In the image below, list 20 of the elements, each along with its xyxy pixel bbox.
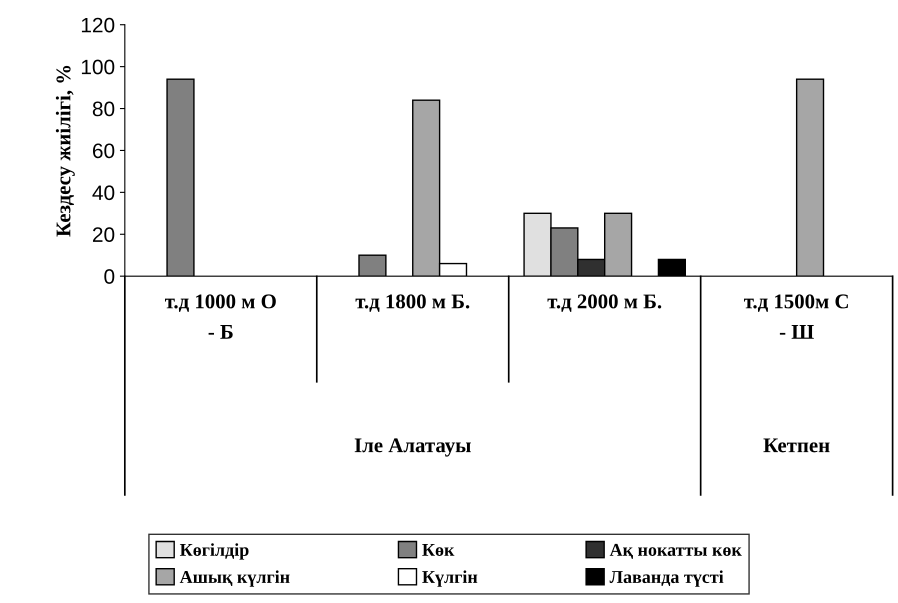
x-tick-label: т.д 2000 м Б. (548, 294, 662, 312)
x-tick-label: т.д 1500м С - Ш (744, 294, 848, 339)
text: Кетпен (763, 438, 830, 452)
x-tick-label: т.д 1000 м О - Б (164, 294, 276, 339)
y-axis-title: Кездесу жиілігі, % (56, 66, 75, 237)
y-tick-label: 40 (92, 185, 114, 200)
legend-label: Көк (422, 544, 454, 556)
y-tick-label: 0 (104, 269, 114, 284)
x-tick-label: т.д 1800 м Б. (356, 294, 470, 312)
legend-label: Ашық күлгін (180, 570, 290, 587)
text: Іле Алатауы (354, 438, 471, 457)
y-tick-label: 20 (92, 227, 114, 242)
y-tick-label: 60 (92, 143, 114, 158)
y-tick-label: 100 (82, 60, 114, 74)
y-tick-label: 120 (82, 18, 114, 32)
legend-label: Көгілдір (180, 543, 249, 560)
y-tick-label: 80 (92, 102, 114, 116)
legend-label: Күлгін (422, 570, 478, 587)
legend-label: Лаванда түсті (610, 570, 724, 587)
legend-label: Ақ нокатты көк (610, 544, 742, 559)
